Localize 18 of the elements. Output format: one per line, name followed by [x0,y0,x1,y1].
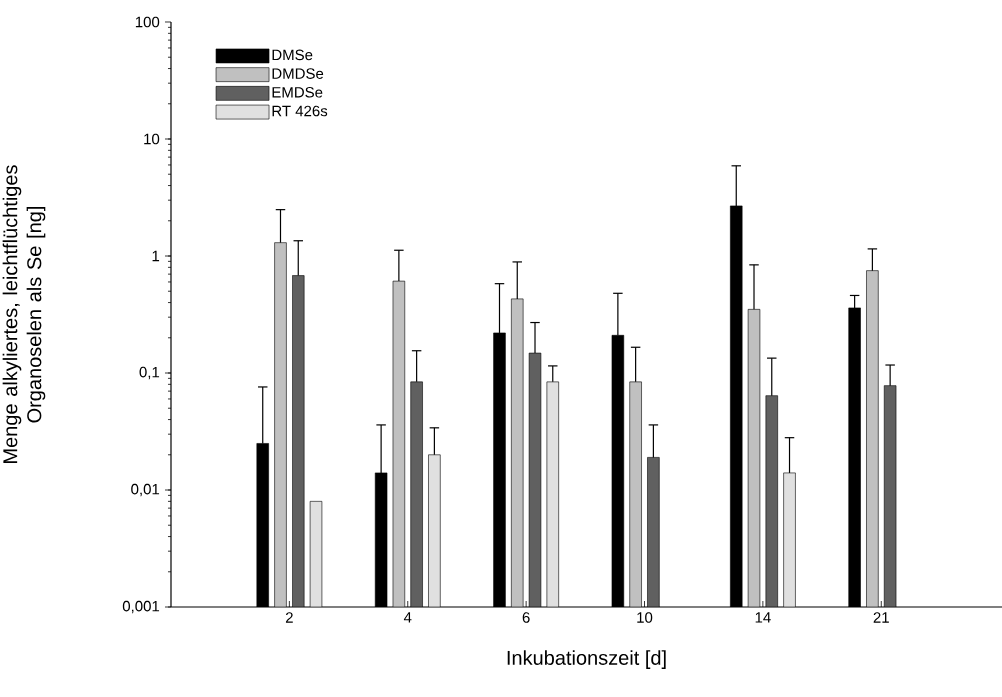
x-tick-label: 10 [637,612,653,623]
y-tick-label: 1 [152,250,160,262]
legend-label: RT 426s [272,105,328,117]
legend-label: EMDSe [272,87,323,98]
y-tick-label: 0,1 [139,366,160,380]
y-tick-label: 0,01 [131,483,160,497]
legend-label: DMSe [272,49,313,61]
y-tick-label: 0,001 [122,600,160,614]
x-tick-label: 4 [403,612,412,623]
x-tick-label: 14 [755,612,771,623]
y-tick-label: 10 [144,133,160,145]
legend-label: DMDSe [272,68,324,79]
x-tick-label: 21 [873,612,889,623]
x-axis-title: Inkubationszeit [d] [507,650,666,669]
y-axis-title: Menge alkyliertes, leichtflüchtiges Organoselen als Se [ng] [2,165,46,463]
y-tick-label: 100 [135,16,160,28]
x-tick-label: 2 [285,612,293,623]
x-tick-label: 6 [522,612,530,623]
